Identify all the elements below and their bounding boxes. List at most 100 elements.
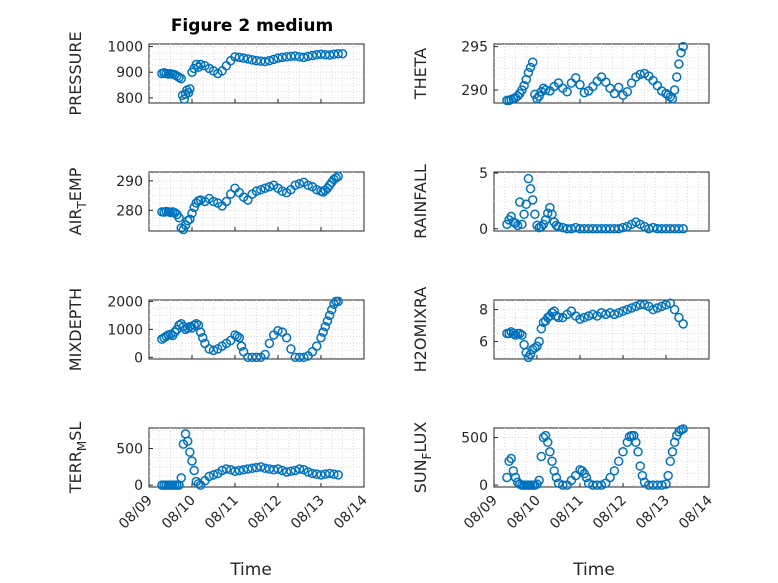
data-point <box>665 298 676 308</box>
data-point <box>506 453 516 464</box>
data-point <box>545 447 555 457</box>
data-point <box>633 447 643 457</box>
data-point <box>512 220 523 231</box>
data-point <box>318 327 328 337</box>
data-point <box>185 447 195 457</box>
data-point <box>656 480 667 490</box>
data-point <box>575 314 585 324</box>
data-point <box>195 327 206 337</box>
data-point <box>234 52 245 63</box>
subplot-7: 0 500 08/09 08/10 08/11 08/12 08/13 08/14 TERRMS… <box>66 422 371 533</box>
subplot-3: 280 290 AIRTEMP <box>66 167 365 235</box>
data-point <box>669 304 680 315</box>
data-point <box>208 470 219 480</box>
data-point <box>260 56 270 67</box>
data-point <box>221 196 232 207</box>
x-tick-label: 08/12 <box>245 493 285 533</box>
data-point <box>669 437 680 448</box>
data-point <box>299 52 309 63</box>
x-tick-label: 08/13 <box>288 493 328 533</box>
y-tick-label: 280 <box>116 203 143 219</box>
data-point <box>656 301 667 312</box>
y-tick-label: 0 <box>479 478 488 494</box>
data-point <box>256 462 266 472</box>
y-tick-label: 500 <box>116 442 143 458</box>
figure-title: Figure 2 medium <box>171 16 333 36</box>
y-tick-label: 900 <box>116 65 143 81</box>
data-point <box>303 51 313 62</box>
data-point <box>333 48 343 59</box>
y-tick-label: 5 <box>479 166 488 182</box>
data-point <box>519 209 529 220</box>
data-point <box>575 80 585 90</box>
y-tick-label: 8 <box>479 303 488 319</box>
data-point <box>527 195 538 205</box>
data-point <box>247 463 257 474</box>
data-point <box>521 199 531 210</box>
data-point <box>185 214 195 224</box>
y-axis-label: SUNFLUX <box>411 422 434 494</box>
subplot-2: 290 295 THETA <box>411 40 710 106</box>
data-point <box>178 224 189 235</box>
data-point <box>264 55 275 66</box>
y-tick-label: 290 <box>116 174 143 190</box>
x-tick-label: 08/10 <box>504 493 544 533</box>
data-point <box>517 330 527 340</box>
data-point <box>176 73 186 84</box>
y-axis-label: H2OMIXRA <box>411 287 430 373</box>
data-point <box>179 94 190 104</box>
data-point <box>579 312 590 323</box>
axes-frame <box>493 171 710 232</box>
data-point <box>613 224 624 234</box>
data-point <box>570 73 581 83</box>
data-point <box>281 332 292 343</box>
data-point <box>667 447 678 457</box>
data-point <box>519 80 529 91</box>
data-point <box>545 202 555 213</box>
data-point <box>230 52 240 62</box>
data-point <box>665 456 676 467</box>
x-tick-label: 08/11 <box>202 493 242 533</box>
data-point <box>234 465 245 476</box>
data-point <box>294 464 305 474</box>
data-point <box>676 47 686 58</box>
subplot-4: 0 5 RAINFALL <box>411 164 710 239</box>
y-tick-label: 2000 <box>107 294 143 310</box>
data-point <box>631 437 641 448</box>
data-point <box>187 208 197 219</box>
data-point <box>538 219 549 230</box>
data-point <box>577 466 587 476</box>
data-point <box>543 437 553 448</box>
subplot-5: 0 1000 2000 MIXDEPTH <box>66 288 365 371</box>
data-point <box>672 72 682 82</box>
data-point <box>678 224 688 234</box>
data-point <box>191 59 202 70</box>
data-point <box>277 186 288 196</box>
data-point <box>303 467 313 477</box>
data-point <box>553 221 564 232</box>
data-point <box>532 220 542 231</box>
data-point <box>316 470 326 480</box>
data-point <box>613 308 624 318</box>
data-point <box>189 320 199 330</box>
data-point <box>251 186 262 196</box>
data-point <box>260 463 270 474</box>
data-point <box>247 55 257 65</box>
data-point <box>663 470 673 481</box>
data-point <box>543 208 553 218</box>
data-point <box>331 173 341 183</box>
subplot-6: 6 8 H2OMIXRA <box>411 287 710 373</box>
data-point <box>530 209 540 220</box>
data-point <box>176 473 186 483</box>
data-point <box>527 57 538 67</box>
y-axis-label: TERRMSL <box>66 422 89 495</box>
data-point <box>549 306 559 316</box>
data-point <box>243 54 253 64</box>
data-point <box>504 456 514 467</box>
data-point <box>182 436 193 446</box>
data-point <box>260 349 270 360</box>
data-point <box>648 304 658 315</box>
data-point <box>540 215 551 225</box>
x-tick-label: 08/10 <box>159 493 199 533</box>
